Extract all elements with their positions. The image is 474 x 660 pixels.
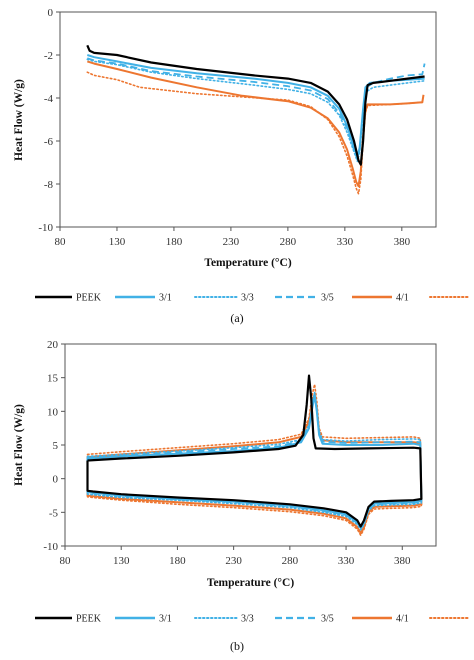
y-tick-label: -5 <box>49 507 59 519</box>
legend-label: 3/5 <box>321 614 334 625</box>
x-tick-label: 180 <box>169 555 186 567</box>
y-tick-label: -10 <box>38 222 53 234</box>
x-tick-label: 130 <box>109 236 126 248</box>
x-axis-label: Temperature (°C) <box>207 577 294 589</box>
legend-label: 4/1 <box>396 293 409 304</box>
y-tick-label: -4 <box>44 93 54 105</box>
series-line-4-3 <box>86 71 424 195</box>
y-tick-label: 5 <box>53 440 59 452</box>
y-tick-label: 0 <box>53 474 59 486</box>
x-tick-label: 280 <box>282 555 299 567</box>
x-tick-label: 280 <box>280 236 297 248</box>
y-tick-label: 0 <box>48 7 54 19</box>
x-tick-label: 80 <box>60 555 72 567</box>
y-tick-label: -10 <box>43 541 58 553</box>
plot-frame <box>59 11 437 228</box>
x-tick-label: 180 <box>166 236 183 248</box>
panel-label: (a) <box>230 311 243 325</box>
y-tick-label: -2 <box>44 50 53 62</box>
legend-label: 3/3 <box>241 614 254 625</box>
y-axis-label: Heat Flow (W/g) <box>13 404 25 486</box>
legend-label: PEEK <box>76 614 102 625</box>
series-line-4-1 <box>86 60 425 188</box>
panel-label: (b) <box>230 639 244 653</box>
legend-label: PEEK <box>76 293 102 304</box>
y-tick-label: 15 <box>47 373 59 385</box>
y-tick-label: 20 <box>47 339 59 351</box>
series-line-3-3 <box>86 58 426 163</box>
x-tick-label: 380 <box>394 236 411 248</box>
series-line-peek <box>86 374 423 528</box>
y-tick-label: -6 <box>44 136 54 148</box>
x-axis-label: Temperature (°C) <box>204 257 291 269</box>
x-tick-label: 230 <box>225 555 242 567</box>
x-tick-label: 230 <box>223 236 240 248</box>
series-line-3-1 <box>86 54 425 159</box>
x-tick-label: 380 <box>394 555 411 567</box>
y-axis-label: Heat Flow (W/g) <box>13 79 25 161</box>
legend-label: 3/1 <box>159 293 172 304</box>
series-line-3-1 <box>86 394 423 529</box>
legend-label: 4/1 <box>396 614 409 625</box>
legend-label: 3/3 <box>241 293 254 304</box>
y-tick-label: -8 <box>44 179 54 191</box>
y-tick-label: 10 <box>47 406 59 418</box>
x-tick-label: 330 <box>338 555 355 567</box>
x-tick-label: 330 <box>337 236 354 248</box>
series-line-4-3 <box>86 383 423 536</box>
x-tick-label: 130 <box>113 555 130 567</box>
legend-label: 3/1 <box>159 614 172 625</box>
x-tick-label: 80 <box>55 236 67 248</box>
legend-label: 3/5 <box>321 293 334 304</box>
series-line-peek <box>86 44 425 166</box>
